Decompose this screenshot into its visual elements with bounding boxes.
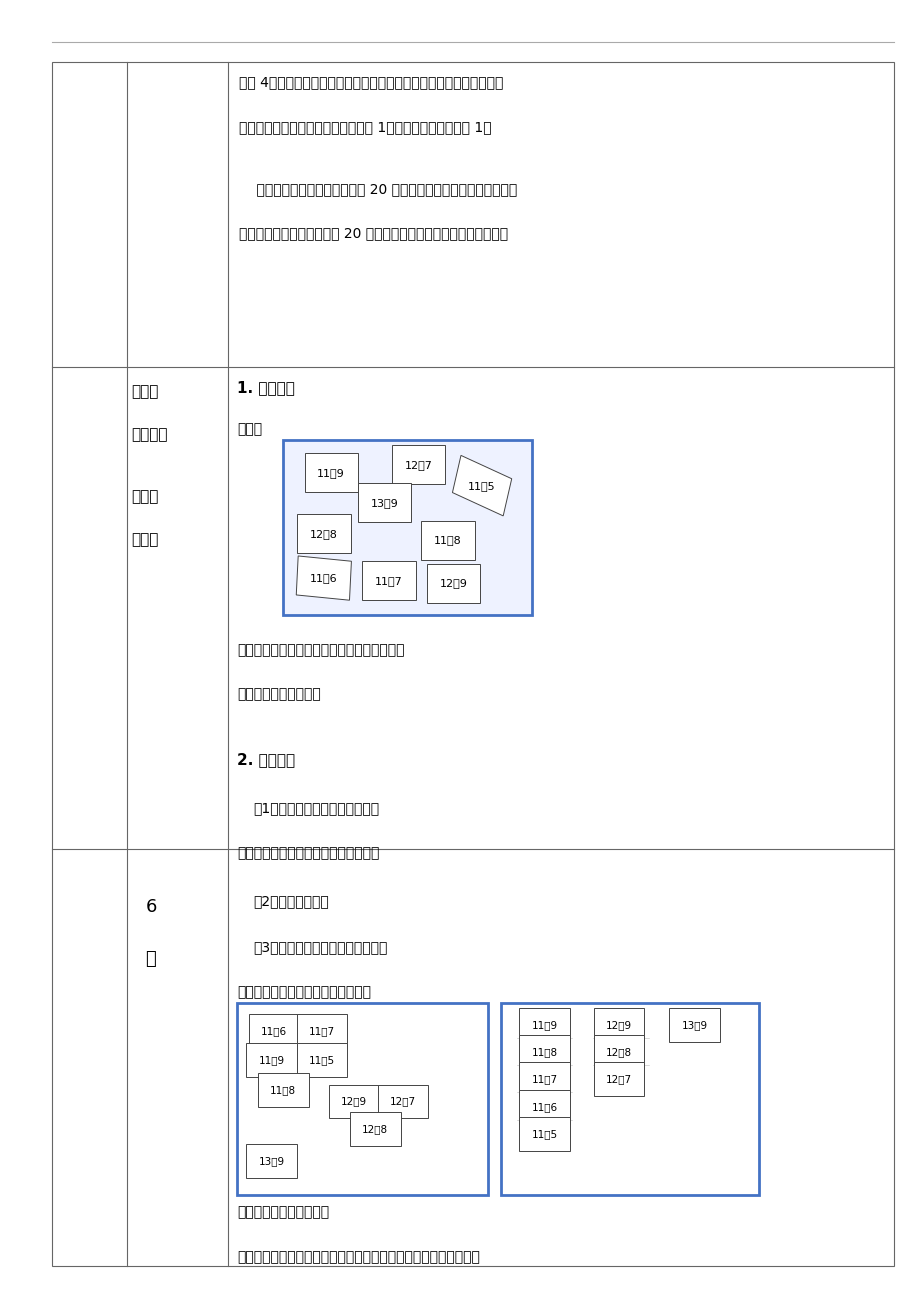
Text: 11－5: 11－5 xyxy=(309,1055,335,1065)
Text: （1）提问：我们可以怎样整理？: （1）提问：我们可以怎样整理？ xyxy=(253,801,379,815)
Text: 12－7: 12－7 xyxy=(606,1074,631,1085)
Text: 提问：这么多的口算卡片，我们就这么放着？: 提问：这么多的口算卡片，我们就这么放着？ xyxy=(237,643,404,658)
Bar xyxy=(349,1112,400,1146)
Bar xyxy=(329,1085,379,1118)
Text: 学生作品一：按被减数相同进行整理: 学生作品一：按被减数相同进行整理 xyxy=(237,986,371,1000)
Text: （3）展示交流学生不同的整理方法: （3）展示交流学生不同的整理方法 xyxy=(253,940,387,954)
FancyBboxPatch shape xyxy=(237,1003,487,1195)
Text: 11－7: 11－7 xyxy=(375,575,403,586)
Text: 12－8: 12－8 xyxy=(606,1047,631,1057)
Text: 12－7: 12－7 xyxy=(390,1096,415,1107)
Bar xyxy=(594,1062,644,1096)
Text: 11－6: 11－6 xyxy=(261,1026,287,1036)
Text: 13－9: 13－9 xyxy=(258,1156,284,1167)
Text: 预设：可以整理整理。: 预设：可以整理整理。 xyxy=(237,687,321,702)
Bar xyxy=(377,1085,427,1118)
Text: 12－9: 12－9 xyxy=(341,1096,367,1107)
Bar xyxy=(246,1043,296,1077)
Bar xyxy=(296,1043,346,1077)
Text: 11－5: 11－5 xyxy=(468,480,495,491)
Text: 11－5: 11－5 xyxy=(531,1129,557,1139)
Text: 小结：不仅把这些卡片按被减数相同进行整理，还把减数按一定的: 小结：不仅把这些卡片按被减数相同进行整理，还把减数按一定的 xyxy=(237,1250,480,1264)
Bar xyxy=(296,556,351,600)
Text: 12－9: 12－9 xyxy=(606,1019,631,1030)
Bar xyxy=(594,1008,644,1042)
Text: 11－8: 11－8 xyxy=(434,535,461,546)
Bar xyxy=(421,521,474,560)
Text: 理算式，: 理算式， xyxy=(131,427,168,443)
Bar xyxy=(594,1035,644,1069)
Text: 12－9: 12－9 xyxy=(439,578,467,589)
Text: 预设：把有相同地方的算式放在一起。: 预设：把有相同地方的算式放在一起。 xyxy=(237,846,380,861)
Text: 出示：: 出示： xyxy=(237,422,262,436)
Bar xyxy=(391,445,445,484)
Bar xyxy=(518,1062,570,1096)
Text: 12－8: 12－8 xyxy=(310,529,337,539)
Text: 预设 4：还发现了计算是有规律的。比如说：做减法题的时候，在被减: 预设 4：还发现了计算是有规律的。比如说：做减法题的时候，在被减 xyxy=(239,76,503,90)
Bar xyxy=(297,514,350,553)
Text: 11－7: 11－7 xyxy=(531,1074,557,1085)
Bar xyxy=(518,1090,570,1124)
Bar xyxy=(452,456,511,516)
Bar xyxy=(362,561,415,600)
Text: 13－9: 13－9 xyxy=(370,497,398,508)
Bar xyxy=(257,1073,308,1107)
Text: 理方法: 理方法 xyxy=(131,533,159,548)
FancyBboxPatch shape xyxy=(501,1003,758,1195)
Text: 习，今天这节课我们主要对 20 以内数的退位减法，进行整理与复习。: 习，今天这节课我们主要对 20 以内数的退位减法，进行整理与复习。 xyxy=(239,227,508,241)
Bar xyxy=(518,1035,570,1069)
Text: 11－9: 11－9 xyxy=(317,467,345,478)
Bar xyxy=(246,1144,296,1178)
Bar xyxy=(518,1008,570,1042)
Text: 11－9: 11－9 xyxy=(258,1055,284,1065)
Text: 11－6: 11－6 xyxy=(531,1101,557,1112)
Text: 11－7: 11－7 xyxy=(309,1026,335,1036)
Text: （2）自主整理算式: （2）自主整理算式 xyxy=(253,894,328,909)
Text: 1. 引发需求: 1. 引发需求 xyxy=(237,380,295,396)
Bar xyxy=(248,1014,300,1048)
Text: 小结：在前面的课上，我们对 20 以内数的进位加法进行了整理与复: 小结：在前面的课上，我们对 20 以内数的进位加法进行了整理与复 xyxy=(239,182,516,197)
Bar xyxy=(518,1117,570,1151)
Text: 12－7: 12－7 xyxy=(404,460,432,470)
Text: 11－9: 11－9 xyxy=(531,1019,557,1030)
Text: 11－6: 11－6 xyxy=(310,573,337,583)
Text: 二、整: 二、整 xyxy=(131,384,159,400)
FancyBboxPatch shape xyxy=(283,440,531,615)
Bar xyxy=(296,1014,346,1048)
Bar xyxy=(669,1008,720,1042)
Bar xyxy=(426,564,480,603)
Bar xyxy=(304,453,357,492)
Text: 提问：他是怎样整理的？: 提问：他是怎样整理的？ xyxy=(237,1206,329,1220)
Text: 6: 6 xyxy=(145,898,156,917)
Text: 2. 自主整理: 2. 自主整理 xyxy=(237,753,295,768)
Text: 数不变的情况下，减数一个比一个大 1，那差就一个比一个小 1。: 数不变的情况下，减数一个比一个大 1，那差就一个比一个小 1。 xyxy=(239,120,492,134)
Text: 分: 分 xyxy=(145,950,156,969)
Text: 感悟整: 感悟整 xyxy=(131,490,159,505)
Text: 11－8: 11－8 xyxy=(270,1085,296,1095)
Bar xyxy=(357,483,411,522)
Text: 13－9: 13－9 xyxy=(681,1019,707,1030)
Text: 11－8: 11－8 xyxy=(531,1047,557,1057)
Text: 12－8: 12－8 xyxy=(362,1124,388,1134)
